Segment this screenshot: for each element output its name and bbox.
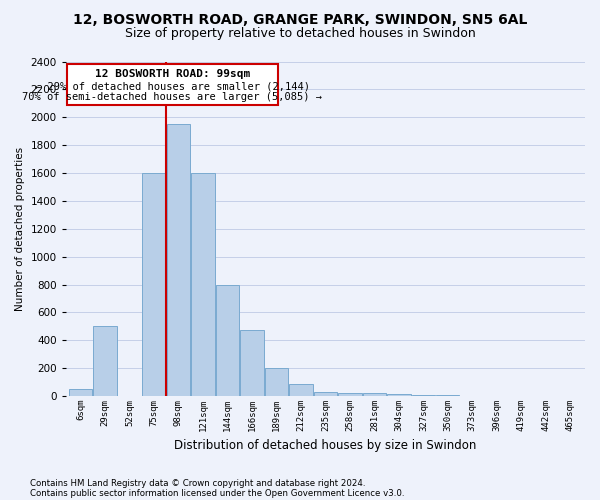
Text: Size of property relative to detached houses in Swindon: Size of property relative to detached ho… bbox=[125, 28, 475, 40]
X-axis label: Distribution of detached houses by size in Swindon: Distribution of detached houses by size … bbox=[174, 440, 476, 452]
Text: 70% of semi-detached houses are larger (5,085) →: 70% of semi-detached houses are larger (… bbox=[22, 92, 322, 102]
Text: 12, BOSWORTH ROAD, GRANGE PARK, SWINDON, SN5 6AL: 12, BOSWORTH ROAD, GRANGE PARK, SWINDON,… bbox=[73, 12, 527, 26]
Bar bbox=[191, 173, 215, 396]
Text: ← 29% of detached houses are smaller (2,144): ← 29% of detached houses are smaller (2,… bbox=[35, 81, 310, 91]
Bar bbox=[387, 394, 410, 396]
Text: Contains HM Land Registry data © Crown copyright and database right 2024.: Contains HM Land Registry data © Crown c… bbox=[30, 478, 365, 488]
Text: 12 BOSWORTH ROAD: 99sqm: 12 BOSWORTH ROAD: 99sqm bbox=[95, 69, 250, 79]
Bar bbox=[241, 330, 263, 396]
Bar bbox=[167, 124, 190, 396]
Bar bbox=[289, 384, 313, 396]
Bar bbox=[216, 284, 239, 396]
Bar bbox=[94, 326, 116, 396]
Bar bbox=[314, 392, 337, 396]
FancyBboxPatch shape bbox=[67, 64, 278, 104]
Y-axis label: Number of detached properties: Number of detached properties bbox=[15, 147, 25, 311]
Text: Contains public sector information licensed under the Open Government Licence v3: Contains public sector information licen… bbox=[30, 488, 404, 498]
Bar bbox=[363, 394, 386, 396]
Bar bbox=[142, 173, 166, 396]
Bar bbox=[265, 368, 288, 396]
Bar bbox=[338, 392, 362, 396]
Bar bbox=[69, 389, 92, 396]
